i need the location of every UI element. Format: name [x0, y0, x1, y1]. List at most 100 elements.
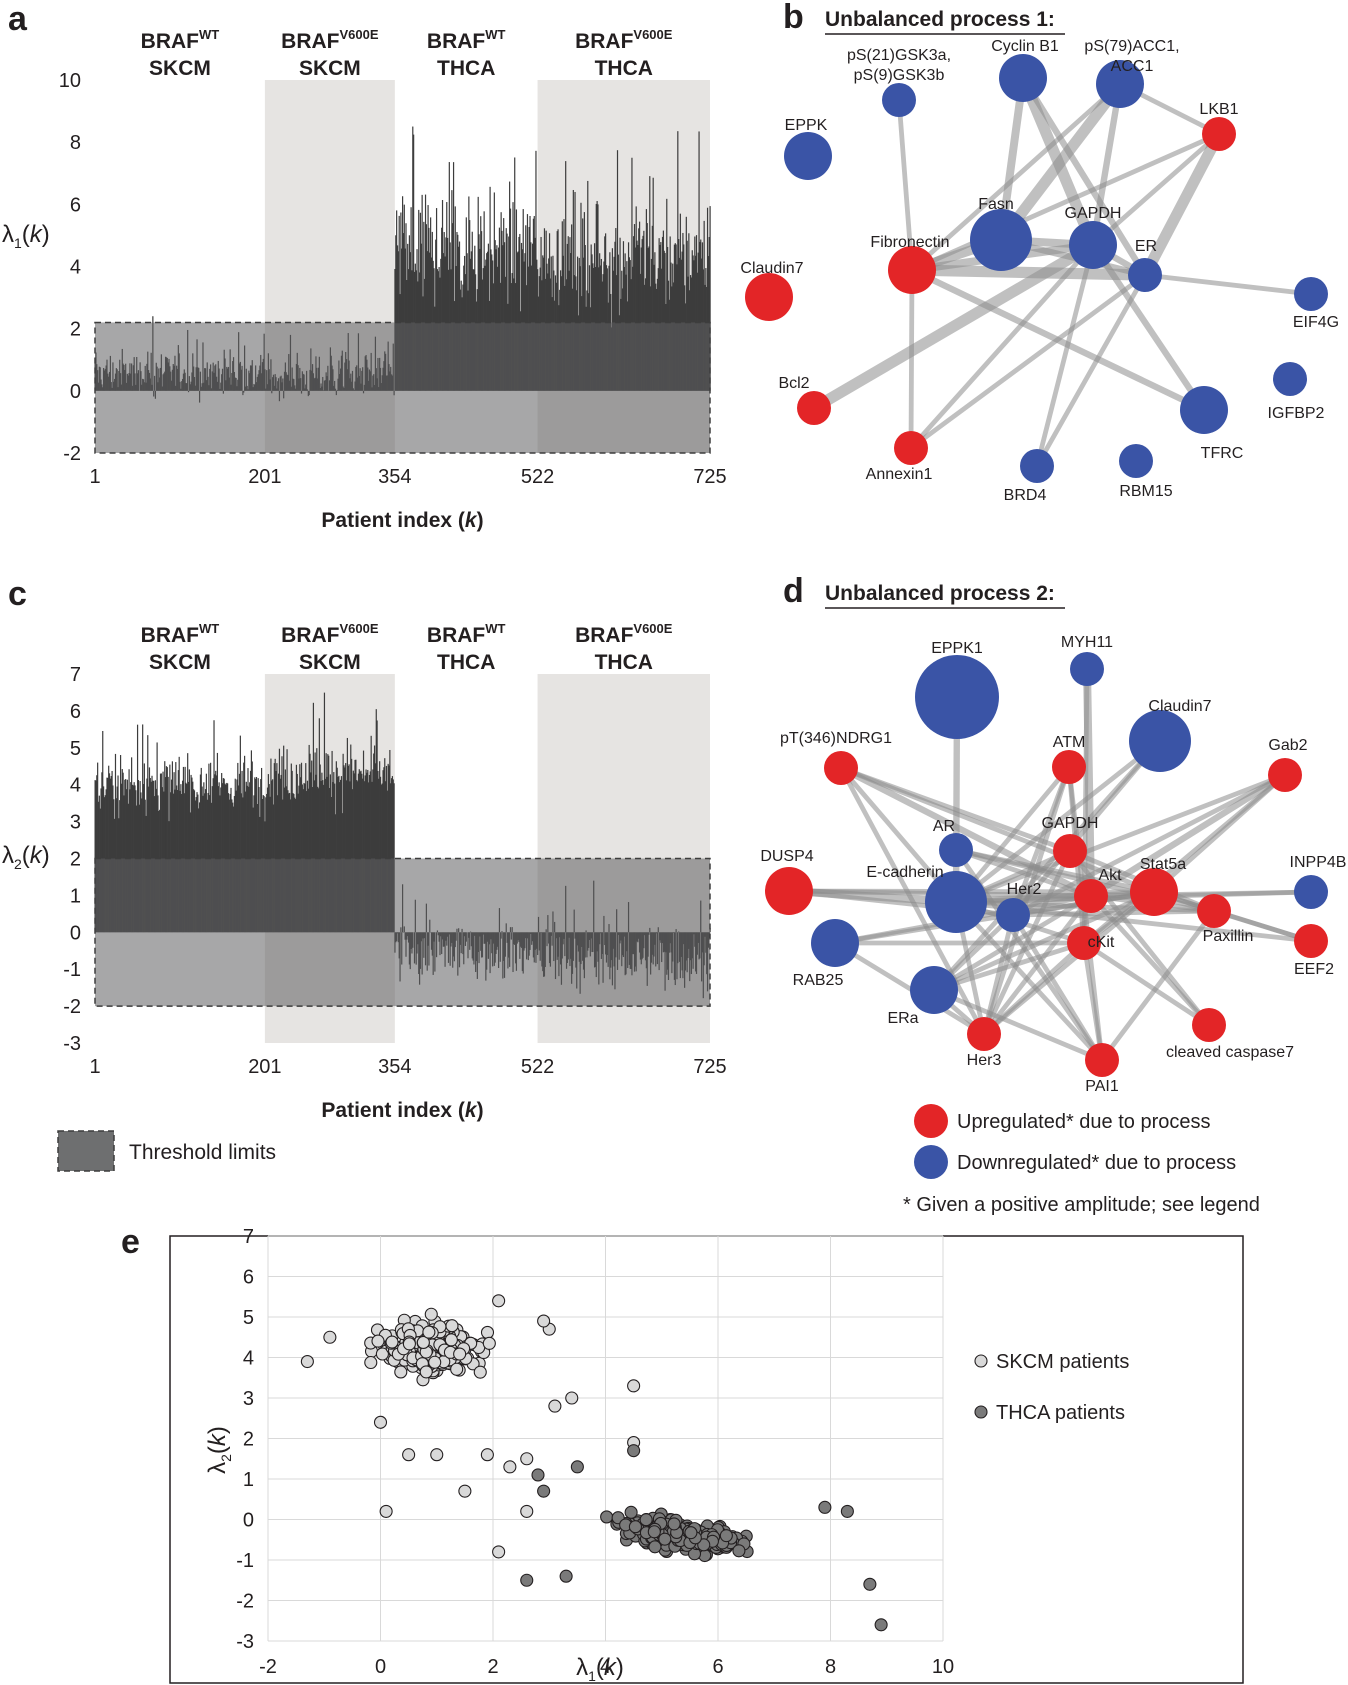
- data-point: [697, 1538, 711, 1552]
- data-point: [482, 1336, 496, 1350]
- bar: [410, 207, 412, 391]
- bar: [574, 191, 576, 391]
- bar: [375, 709, 377, 933]
- bar: [187, 781, 190, 933]
- bar: [446, 202, 448, 391]
- bar: [154, 780, 157, 933]
- bar: [424, 194, 427, 391]
- bar: [525, 225, 527, 391]
- bar: [441, 227, 443, 391]
- data-point: [458, 1484, 472, 1498]
- x-label-paren: (: [596, 1654, 604, 1681]
- edge: [1099, 908, 1217, 1063]
- bar: [522, 209, 524, 391]
- data-point: [503, 1460, 517, 1474]
- y-tick-label: 6: [243, 1267, 254, 1289]
- group-header-cancer: THCA: [595, 651, 653, 674]
- threshold-swatch: [57, 1130, 115, 1172]
- bar: [221, 783, 224, 933]
- bar: [167, 776, 169, 933]
- node-label-gapdh: GAPDH: [1042, 815, 1099, 832]
- bar: [500, 212, 502, 391]
- series-thca: [520, 1444, 888, 1632]
- panel-letter: c: [8, 575, 27, 613]
- bar: [385, 765, 388, 933]
- bar: [619, 237, 621, 391]
- node-label-claudin7: Claudin7: [1148, 698, 1211, 715]
- bar: [389, 749, 391, 933]
- bar: [377, 770, 379, 933]
- group-header-gene: BRAFV600E: [575, 621, 673, 647]
- edge: [995, 78, 1126, 246]
- group-header-gene: BRAFWT: [427, 27, 506, 53]
- bar: [451, 190, 453, 391]
- group-header-gene: BRAFWT: [141, 621, 220, 647]
- group-header-cancer: SKCM: [149, 57, 211, 80]
- bar: [325, 753, 327, 933]
- bar: [503, 218, 505, 391]
- y-label-paren: (: [204, 1446, 231, 1454]
- bar: [278, 748, 281, 933]
- bar: [245, 781, 247, 933]
- bar: [428, 227, 430, 391]
- bar: [199, 774, 202, 933]
- bar: [133, 782, 135, 933]
- bar: [534, 237, 536, 391]
- data-point: [480, 1448, 494, 1462]
- y-label-sub: 2: [218, 1454, 234, 1462]
- bar: [149, 778, 151, 933]
- bar: [178, 756, 180, 933]
- bar: [335, 761, 337, 933]
- node-label-her2: Her2: [1007, 881, 1042, 898]
- edge: [1019, 74, 1149, 279]
- node-label-gsk: pS(9)GSK3b: [854, 67, 945, 84]
- data-point: [658, 1532, 672, 1546]
- bar: [679, 213, 681, 391]
- bar: [673, 244, 676, 391]
- data-point: [394, 1365, 408, 1379]
- bar: [409, 252, 411, 391]
- bar: [200, 767, 202, 933]
- bar: [614, 241, 616, 391]
- node-gsk: [882, 83, 916, 117]
- bar: [469, 220, 471, 391]
- y-axis-label: λ1(k): [2, 221, 50, 251]
- bar: [556, 231, 558, 391]
- bar: [457, 234, 459, 391]
- y-tick-label: 2: [70, 319, 81, 341]
- bar: [423, 221, 425, 391]
- bar: [699, 241, 701, 391]
- bar: [160, 773, 162, 933]
- bar: [109, 778, 111, 933]
- bar: [329, 774, 331, 933]
- data-point: [445, 1319, 459, 1333]
- bar: [454, 206, 456, 391]
- bar: [487, 243, 489, 391]
- bar: [191, 777, 193, 933]
- bar: [638, 228, 640, 391]
- x-label-text: Patient index (: [321, 509, 465, 532]
- group-genotype: WT: [199, 27, 219, 42]
- bar: [674, 243, 676, 391]
- y-tick-label: -1: [63, 959, 81, 981]
- group-gene: BRAF: [281, 624, 339, 647]
- edge: [1081, 940, 1105, 1063]
- bar: [345, 763, 347, 933]
- legend-label: SKCM patients: [996, 1351, 1129, 1373]
- bar: [425, 224, 427, 391]
- data-point: [570, 1460, 584, 1474]
- x-tick-label: 0: [375, 1656, 386, 1678]
- bar: [309, 753, 311, 933]
- node-label-eef2: EEF2: [1294, 961, 1334, 978]
- edge: [1087, 771, 1289, 900]
- data-point: [874, 1618, 888, 1632]
- bar: [385, 781, 387, 933]
- bar: [420, 243, 422, 391]
- bar: [709, 206, 711, 391]
- bar: [323, 692, 326, 933]
- regulation-legend: Upregulated* due to process Downregulated…: [903, 1104, 1260, 1216]
- bar: [208, 763, 210, 933]
- bar: [114, 753, 117, 933]
- bar: [338, 775, 340, 933]
